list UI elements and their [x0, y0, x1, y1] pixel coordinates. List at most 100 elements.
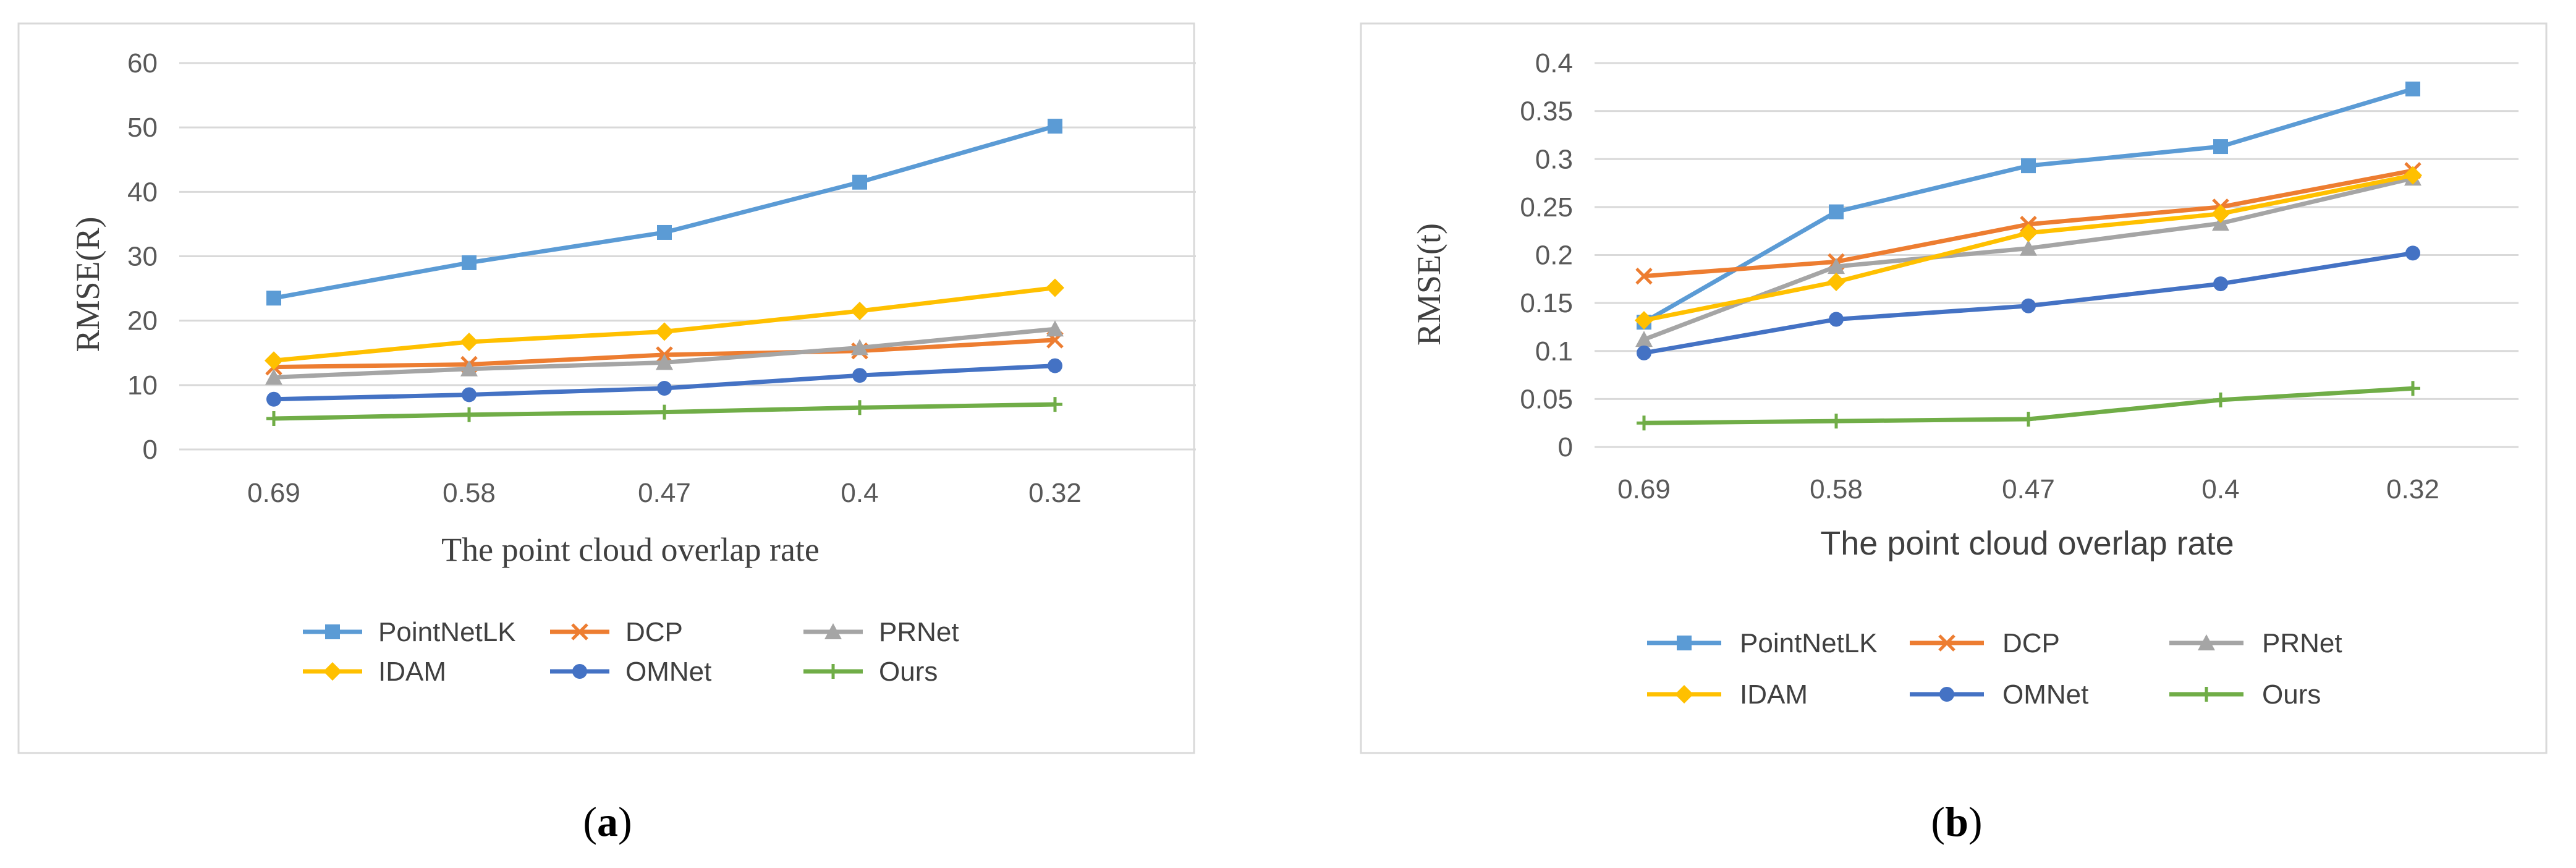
data-point-omnet [266, 391, 281, 407]
chart-a-gridlines [179, 62, 1196, 451]
legend-label: Ours [879, 657, 938, 687]
y-tick-label: 0 [1558, 432, 1573, 462]
legend-item-ours: Ours [803, 657, 938, 687]
series-idam [265, 278, 1064, 370]
data-point-ours [1637, 415, 1651, 431]
y-tick-label: 30 [127, 242, 158, 272]
legend-item-pointnetlk: PointNetLK [303, 617, 516, 647]
legend-marker [2199, 687, 2214, 702]
data-point-ours [852, 400, 867, 415]
x-tick-label: 0.32 [2386, 474, 2439, 504]
legend-item-prnet: PRNet [803, 617, 959, 647]
legend-item-omnet: OMNet [1910, 679, 2088, 710]
legend-item-omnet: OMNet [550, 657, 711, 687]
legend-label: DCP [2002, 628, 2060, 658]
chart-a-legend: PointNetLK DCP PRNet IDAM OMNet Ours [303, 617, 959, 687]
y-tick-label: 0.1 [1535, 336, 1573, 367]
data-point-omnet [657, 381, 672, 396]
data-point-idam [850, 302, 869, 321]
data-point-pointnetlk [657, 224, 672, 240]
legend-marker [572, 664, 587, 679]
x-tick-label: 0.58 [1810, 474, 1863, 504]
y-tick-label: 0.2 [1535, 240, 1573, 271]
y-tick-label: 0.35 [1520, 96, 1573, 127]
chart-a-y-axis-title: RMSE(R) [69, 216, 106, 352]
legend-label: PRNet [879, 617, 959, 647]
legend-item-dcp: DCP [1910, 628, 2060, 658]
data-point-ours [2213, 392, 2228, 407]
data-point-omnet [852, 368, 867, 383]
data-point-ours [266, 411, 281, 426]
data-point-omnet [2021, 298, 2036, 313]
series-prnet [1635, 169, 2421, 347]
data-point-omnet [462, 387, 477, 402]
x-tick-label: 0.69 [247, 478, 300, 508]
chart-a-x-tick-labels: 0.69 0.58 0.47 0.4 0.32 [247, 478, 1082, 508]
legend-item-dcp: DCP [550, 617, 683, 647]
chart-b-x-axis-title: The point cloud overlap rate [1820, 525, 2234, 562]
data-point-idam [655, 322, 674, 341]
data-point-prnet [1635, 331, 1653, 347]
legend-marker [1677, 636, 1692, 650]
data-point-ours [2405, 381, 2420, 396]
legend-label: OMNet [2002, 679, 2088, 710]
y-tick-label: 40 [127, 177, 158, 207]
series-omnet [1637, 245, 2420, 360]
series-omnet [266, 358, 1062, 407]
chart-b-series [1635, 81, 2422, 431]
legend-label: PointNetLK [1740, 628, 1878, 658]
chart-a: 0 10 20 30 40 50 60 0.69 0.58 0.47 0.4 0.32 The po… [17, 22, 1196, 754]
chart-b-y-tick-labels: 0 0.05 0.1 0.15 0.2 0.25 0.3 0.35 0.4 [1520, 48, 1573, 462]
data-point-ours [2021, 411, 2036, 427]
series-idam [1635, 166, 2422, 330]
chart-b-y-axis-title: RMSE(t) [1410, 223, 1447, 346]
data-point-idam [1827, 272, 1845, 291]
data-point-omnet [1048, 358, 1062, 373]
chart-b-legend: PointNetLK DCP PRNet IDAM OMNet Ours [1647, 628, 2342, 710]
caption-a-letter: a [597, 798, 618, 845]
data-point-prnet [656, 354, 673, 370]
data-point-idam [2211, 204, 2230, 223]
chart-a-series [265, 119, 1064, 426]
legend-item-pointnetlk: PointNetLK [1647, 628, 1878, 658]
chart-a-x-axis-title: The point cloud overlap rate [441, 531, 820, 568]
legend-item-ours: Ours [2169, 679, 2321, 710]
series-ours [1637, 381, 2420, 431]
x-tick-label: 0.47 [2002, 474, 2055, 504]
data-point-idam [460, 333, 478, 352]
data-point-idam [1046, 278, 1064, 297]
x-tick-label: 0.4 [2201, 474, 2239, 504]
legend-marker [2198, 634, 2215, 650]
chart-a-y-tick-labels: 0 10 20 30 40 50 60 [127, 48, 158, 465]
data-point-ours [462, 407, 477, 422]
x-tick-label: 0.69 [1617, 474, 1671, 504]
data-point-omnet [2405, 245, 2420, 261]
caption-b: (b) [1931, 798, 1982, 845]
data-point-prnet [851, 339, 868, 355]
data-point-prnet [2020, 239, 2037, 256]
data-point-pointnetlk [1048, 119, 1062, 134]
chart-b-frame [1360, 22, 2548, 754]
data-point-idam [2404, 166, 2422, 185]
caption-a: (a) [583, 798, 632, 845]
data-point-ours [1048, 397, 1062, 412]
svg-text:(b): (b) [1931, 798, 1982, 845]
data-point-pointnetlk [462, 255, 477, 270]
data-point-pointnetlk [2405, 81, 2420, 96]
x-tick-label: 0.58 [443, 478, 496, 508]
legend-item-prnet: PRNet [2169, 628, 2342, 658]
legend-label: IDAM [378, 657, 446, 687]
data-point-ours [657, 404, 672, 420]
data-point-omnet [1637, 345, 1651, 360]
series-pointnetlk [266, 119, 1062, 306]
legend-marker [571, 623, 588, 640]
legend-marker [325, 624, 340, 639]
legend-label: DCP [625, 617, 683, 647]
x-tick-label: 0.47 [638, 478, 691, 508]
legend-marker [1938, 634, 1955, 652]
legend-label: PointNetLK [378, 617, 516, 647]
caption-b-letter: b [1945, 798, 1968, 845]
series-ours [266, 397, 1062, 426]
series-prnet [265, 320, 1064, 385]
x-tick-label: 0.4 [841, 478, 878, 508]
